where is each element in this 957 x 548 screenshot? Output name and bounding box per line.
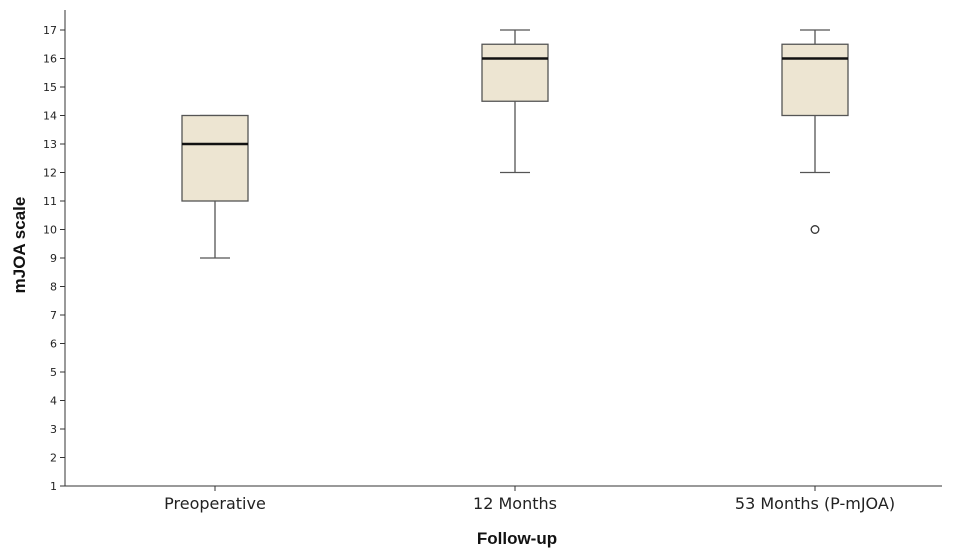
y-tick-label: 17 [43, 24, 57, 37]
box-group [481, 29, 549, 174]
y-tick-label: 6 [50, 338, 57, 351]
y-tick-label: 13 [43, 138, 57, 151]
y-tick-label: 11 [43, 195, 57, 208]
x-tick-label: 53 Months (P-mJOA) [735, 494, 895, 513]
iqr-box [481, 43, 549, 102]
y-tick-label: 2 [50, 452, 57, 465]
x-ticks: Preoperative 12 Months 53 Months (P-mJOA) [164, 486, 895, 513]
x-axis-title: Follow-up [477, 529, 557, 548]
y-tick-label: 8 [50, 281, 57, 294]
y-tick-label: 15 [43, 81, 57, 94]
y-tick-label: 4 [50, 395, 57, 408]
boxes [181, 29, 849, 259]
y-tick-label: 5 [50, 366, 57, 379]
outlier-point [810, 225, 820, 234]
iqr-box [781, 43, 849, 117]
y-axis-title: mJOA scale [10, 197, 29, 294]
y-tick-label: 12 [43, 167, 57, 180]
y-tick-label: 14 [43, 110, 57, 123]
y-tick-label: 16 [43, 53, 57, 66]
x-tick-label: Preoperative [164, 494, 266, 513]
box-group [181, 114, 249, 259]
axes [64, 10, 942, 487]
y-tick-label: 1 [50, 480, 57, 493]
box-group [781, 29, 849, 234]
x-tick-label: 12 Months [473, 494, 557, 513]
y-tick-label: 10 [43, 224, 57, 237]
y-tick-label: 3 [50, 423, 57, 436]
y-tick-label: 9 [50, 252, 57, 265]
y-tick-label: 7 [50, 309, 57, 322]
iqr-box [181, 114, 249, 202]
